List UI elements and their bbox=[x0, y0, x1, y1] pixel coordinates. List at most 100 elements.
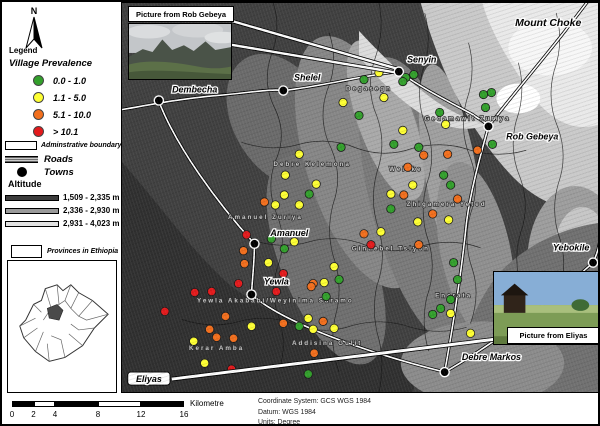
village-dot-yellow bbox=[280, 170, 290, 180]
mountain-photo-icon bbox=[129, 24, 231, 79]
legend-towns-row: Towns bbox=[5, 165, 74, 179]
altitude-band: 1,509 - 2,335 m asl bbox=[5, 191, 133, 204]
scale-segment bbox=[141, 401, 184, 407]
village-dot-green bbox=[414, 142, 424, 152]
area-label: Addisina Gulit bbox=[292, 340, 362, 347]
altitude-title: Altitude bbox=[8, 179, 42, 189]
prevalence-class: 1.1 - 5.0 bbox=[9, 89, 121, 106]
village-dot-orange bbox=[414, 240, 424, 250]
scale-tick: 0 bbox=[9, 410, 15, 419]
area-label: Zhigamera Yeted bbox=[407, 201, 487, 208]
town-label: Amanuel bbox=[269, 228, 308, 238]
village-dot-green bbox=[294, 321, 304, 331]
village-dot-yellow bbox=[413, 217, 423, 227]
village-dot-yellow bbox=[270, 200, 280, 210]
scale-segment bbox=[55, 401, 98, 407]
village-dot-green bbox=[446, 180, 456, 190]
town-dot bbox=[483, 121, 494, 132]
village-dot-orange bbox=[428, 209, 438, 219]
village-dot-orange bbox=[403, 162, 413, 172]
village-dot-green bbox=[428, 309, 438, 319]
village-dot-green bbox=[478, 89, 489, 100]
area-label: Kerar Amba bbox=[189, 345, 244, 352]
village-dot-green bbox=[321, 291, 331, 302]
village-dot-red bbox=[233, 278, 244, 289]
scale-segment bbox=[33, 401, 55, 407]
village-dot-yellow bbox=[444, 215, 454, 225]
scale-tick: 12 bbox=[136, 410, 146, 419]
village-dot-green bbox=[480, 102, 491, 113]
north-letter: N bbox=[31, 6, 38, 16]
altitude-band: 2,931 - 4,023 m asl bbox=[5, 217, 133, 230]
village-dot-yellow bbox=[308, 324, 318, 334]
province-swatch bbox=[11, 245, 42, 258]
village-dot-green bbox=[486, 87, 497, 98]
village-dot-green bbox=[389, 139, 399, 149]
altitude-swatch bbox=[5, 220, 59, 227]
altitude-band-label: 2,931 - 4,023 m asl bbox=[63, 219, 133, 228]
village-dot-green bbox=[446, 294, 456, 305]
towns-label: Towns bbox=[44, 166, 74, 178]
village-dot-yellow bbox=[398, 125, 408, 135]
town-label: Yewla bbox=[264, 277, 289, 287]
village-dot-green bbox=[487, 139, 498, 149]
village-dot-yellow bbox=[329, 323, 339, 333]
area-label: Amanuel Zuriya bbox=[228, 214, 303, 221]
scale-bar: Kilometre 0 2 4 8 12 16 bbox=[9, 398, 247, 424]
leader-lines bbox=[171, 18, 495, 382]
town-dot bbox=[439, 366, 450, 378]
prevalence-class: 5.1 - 10.0 bbox=[9, 106, 121, 123]
legend-title: Legend bbox=[9, 46, 38, 55]
prevalence-dot-icon bbox=[33, 126, 44, 137]
town-dot-icon bbox=[17, 167, 27, 177]
village-dot-green bbox=[409, 70, 419, 80]
bottom-strip: Kilometre 0 2 4 8 12 16 Coordinate System: GC… bbox=[2, 393, 598, 426]
village-dot-green bbox=[449, 258, 459, 268]
photo-top-label: Picture from Rob Gebeya bbox=[128, 6, 234, 22]
village-dot-orange bbox=[359, 229, 369, 239]
altitude-swatch bbox=[5, 207, 59, 214]
metadata-line: Units: Degree bbox=[258, 419, 301, 426]
town-label-box bbox=[127, 371, 171, 386]
legend-roads-row: Roads bbox=[5, 152, 73, 166]
village-dot-red bbox=[207, 286, 217, 297]
prevalence-class-label: 1.1 - 5.0 bbox=[53, 92, 87, 103]
village-dot-yellow bbox=[279, 190, 289, 200]
town-label: Debre Markos bbox=[462, 352, 521, 362]
village-dot-yellow bbox=[465, 328, 476, 338]
village-dot-yellow bbox=[294, 149, 304, 159]
village-dot-orange bbox=[306, 281, 316, 292]
village-dot-green bbox=[334, 275, 344, 285]
village-dot-yellow bbox=[189, 336, 199, 346]
village-dot-orange bbox=[443, 149, 453, 159]
prevalence-title: Village Prevalence bbox=[9, 58, 93, 69]
village-dot-green bbox=[386, 204, 396, 214]
north-arrow-icon: N bbox=[25, 6, 43, 49]
scale-tick: 4 bbox=[52, 410, 58, 419]
town-label: Yebokile bbox=[553, 243, 589, 253]
legend-boundary-row: Adminstrative boundary bbox=[5, 141, 122, 150]
altitude-bands: 1,509 - 2,335 m asl 2,336 - 2,930 m asl 2,… bbox=[5, 191, 133, 230]
town-label: Eliyas bbox=[136, 374, 162, 384]
village-dot-red bbox=[366, 240, 376, 250]
village-dot-yellow bbox=[289, 237, 299, 247]
photo-rob-gebeya bbox=[128, 23, 232, 80]
village-dot-orange bbox=[318, 316, 328, 326]
village-dot-green bbox=[266, 234, 276, 244]
village-dot-orange bbox=[220, 311, 231, 321]
village-dot-green bbox=[303, 369, 313, 379]
village-dot-yellow bbox=[303, 313, 313, 323]
town-label: Shelel bbox=[294, 73, 321, 83]
photo-bottom-label: Picture from Eliyas bbox=[507, 327, 598, 344]
village-dot-orange bbox=[228, 333, 239, 343]
area-label: Gedamawit Zuriya bbox=[425, 115, 511, 122]
village-dot-yellow bbox=[379, 92, 389, 103]
scale-unit: Kilometre bbox=[190, 399, 224, 408]
town-dot bbox=[153, 95, 165, 106]
area-label: Yewla Akababi/Weyinima Saramo bbox=[197, 297, 354, 304]
village-dot-green bbox=[439, 170, 449, 180]
village-dot-orange bbox=[239, 259, 250, 269]
prevalence-dot-icon bbox=[33, 92, 44, 103]
town-dot bbox=[246, 289, 257, 300]
village-dot-green bbox=[359, 75, 369, 85]
